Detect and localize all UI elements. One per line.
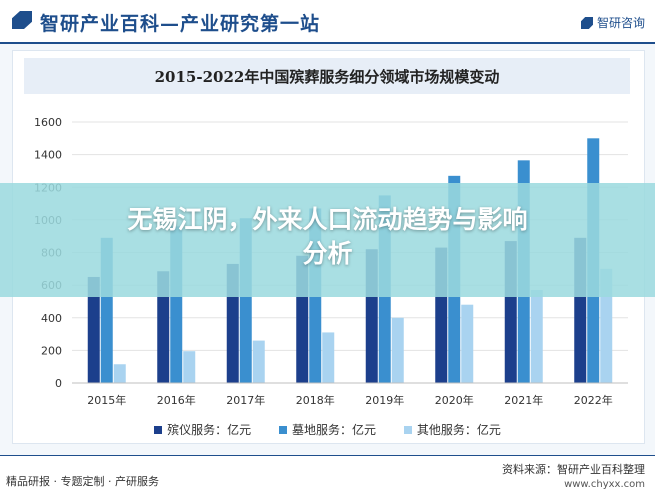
bar-funeral <box>87 276 100 383</box>
chart-title-bar: 2015-2022年中国殡葬服务细分领域市场规模变动 <box>24 58 630 94</box>
y-tick-label: 1400 <box>34 149 62 162</box>
x-tick-label: 2019年 <box>365 393 404 407</box>
footer-services: 精品研报 · 专题定制 · 产研服务 <box>6 475 159 488</box>
y-tick-label: 1600 <box>34 116 62 129</box>
headline-banner: 无锡江阴，外来人口流动趋势与影响 分析 <box>0 183 655 297</box>
site-title: 智研产业百科—产业研究第一站 <box>40 13 321 35</box>
bar-other <box>252 340 265 383</box>
y-tick-label: 400 <box>41 312 62 325</box>
bar-other <box>183 351 196 383</box>
brand-name: 智研咨询 <box>596 16 645 30</box>
legend-label-funeral: 殡仪服务：亿元 <box>167 423 252 437</box>
headline-text: 无锡江阴，外来人口流动趋势与影响 分析 <box>0 203 655 271</box>
x-tick-label: 2022年 <box>574 393 613 407</box>
footer-url: www.chyxx.com <box>564 479 645 490</box>
legend-item-other: 其他服务：亿元 <box>403 421 501 438</box>
bar-other <box>113 364 126 383</box>
bar-other <box>600 268 613 383</box>
x-tick-label: 2015年 <box>87 393 126 407</box>
legend-swatch-cemetery <box>278 426 287 434</box>
chart-title: 2015-2022年中国殡葬服务细分领域市场规模变动 <box>154 68 500 86</box>
brand-label: 智研咨询 <box>580 14 645 31</box>
x-tick-label: 2016年 <box>157 393 196 407</box>
bar-funeral <box>157 271 170 383</box>
header-bar: 智研产业百科—产业研究第一站 智研咨询 <box>0 0 655 44</box>
bar-other <box>530 290 543 383</box>
x-tick-label: 2018年 <box>296 393 335 407</box>
footer-source: 资料来源：智研产业百科整理 <box>502 463 645 476</box>
chart-legend: 殡仪服务：亿元 墓地服务：亿元 其他服务：亿元 <box>0 421 655 438</box>
x-axis-ticks: 2015年 2016年 2017年 2018年 2019年 2020年 2021年 2022年 <box>87 393 613 407</box>
site-logo-icon <box>12 11 32 29</box>
bar-other <box>322 332 335 383</box>
legend-swatch-other <box>403 426 412 434</box>
brand-logo-icon <box>580 17 593 29</box>
bar-other <box>461 304 474 383</box>
x-tick-label: 2017年 <box>226 393 265 407</box>
y-tick-label: 0 <box>55 377 62 390</box>
legend-item-cemetery: 墓地服务：亿元 <box>278 421 376 438</box>
bar-other <box>391 317 404 383</box>
legend-label-cemetery: 墓地服务：亿元 <box>291 423 376 437</box>
legend-swatch-funeral <box>154 426 163 434</box>
x-tick-label: 2021年 <box>504 393 543 407</box>
headline-line-2: 分析 <box>302 239 353 268</box>
legend-label-other: 其他服务：亿元 <box>416 423 501 437</box>
footer-bar: 精品研报 · 专题定制 · 产研服务 资料来源：智研产业百科整理 www.chy… <box>0 455 655 495</box>
footer-divider <box>0 455 655 456</box>
y-tick-label: 200 <box>41 344 62 357</box>
headline-line-1: 无锡江阴，外来人口流动趋势与影响 <box>127 205 528 234</box>
legend-item-funeral: 殡仪服务：亿元 <box>154 421 251 438</box>
x-tick-label: 2020年 <box>435 393 474 407</box>
